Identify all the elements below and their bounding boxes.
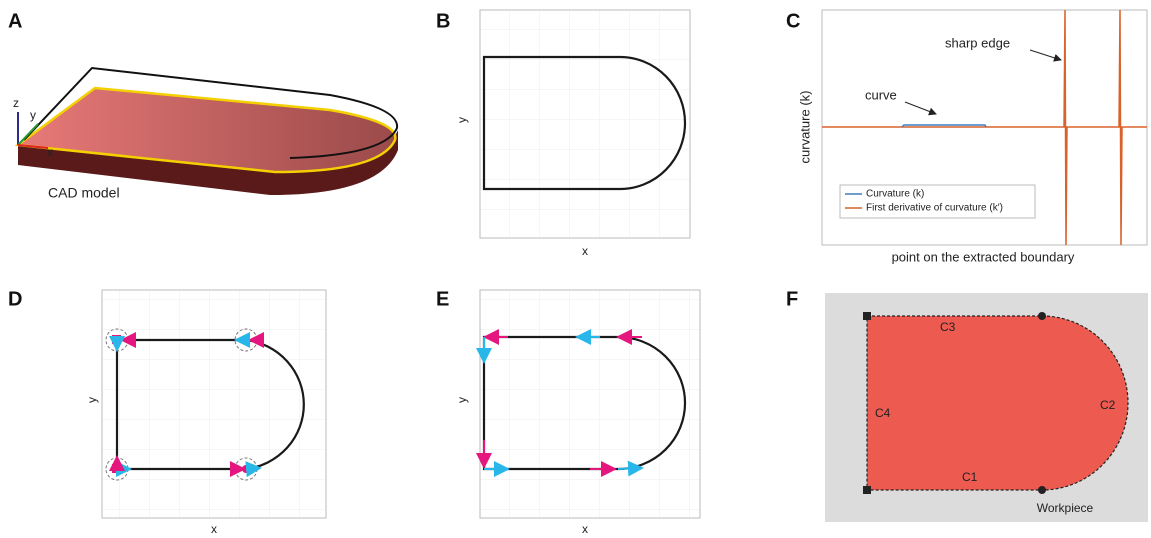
curve-label: C2 xyxy=(1100,398,1116,412)
legend-entry: Curvature (k) xyxy=(866,189,924,200)
curve-label: C4 xyxy=(875,406,891,420)
figure: A z y x CAD model B x y C sharp edge cur… xyxy=(0,0,1151,538)
panel-e: E x y xyxy=(436,288,700,536)
axis-name: y xyxy=(30,108,36,122)
legend-entry: First derivative of curvature (k′) xyxy=(866,203,1003,214)
panel-label: B xyxy=(436,10,450,32)
axis-name: x xyxy=(47,145,53,159)
y-label: y xyxy=(455,117,469,123)
caption: CAD model xyxy=(48,185,120,201)
panel-a: A z y x CAD model xyxy=(8,10,398,200)
panel-label: D xyxy=(8,288,22,310)
axis-name: z xyxy=(13,96,19,110)
plot-area xyxy=(480,10,690,238)
x-label: x xyxy=(211,522,217,536)
curve-label: C3 xyxy=(940,320,956,334)
y-label: y xyxy=(455,397,469,403)
panel-label: F xyxy=(786,288,798,310)
panel-d: D x y xyxy=(8,288,326,536)
workpiece xyxy=(867,316,1128,490)
panel-f: F C1 C2 C3 C4 Workpiece xyxy=(786,288,1148,522)
panel-b: B x y xyxy=(436,10,690,258)
panel-label: E xyxy=(436,288,449,310)
panel-c: C sharp edge curve Curvature (k) First d… xyxy=(786,10,1147,264)
curve-label: C1 xyxy=(962,470,978,484)
annotation: curve xyxy=(865,87,897,102)
x-label: point on the extracted boundary xyxy=(892,249,1075,264)
annotation: sharp edge xyxy=(945,35,1010,50)
panel-label: C xyxy=(786,10,800,32)
caption: Workpiece xyxy=(1037,501,1094,515)
y-label: curvature (k) xyxy=(797,91,812,164)
plot-area xyxy=(480,290,700,518)
plot-area xyxy=(102,290,326,518)
panel-label: A xyxy=(8,10,22,32)
y-label: y xyxy=(85,397,99,403)
x-label: x xyxy=(582,522,588,536)
x-label: x xyxy=(582,244,588,258)
